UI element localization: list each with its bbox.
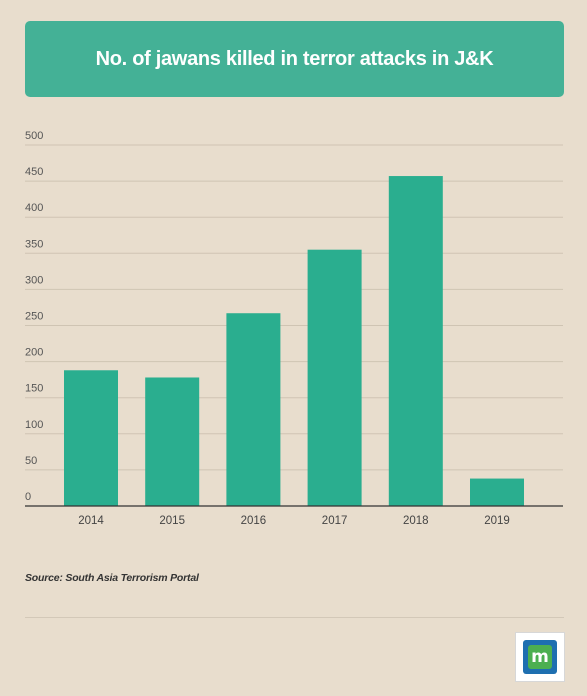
y-tick-label: 150 (25, 383, 43, 395)
source-note: Source: South Asia Terrorism Portal (25, 572, 199, 584)
x-tick-label: 2015 (159, 515, 185, 527)
footer-divider (25, 617, 564, 618)
y-tick-label: 400 (25, 202, 43, 214)
y-tick-label: 50 (25, 455, 37, 467)
y-tick-label: 200 (25, 347, 43, 359)
x-tick-label: 2014 (78, 515, 104, 527)
bar (470, 478, 524, 506)
logo-frame: m (523, 640, 557, 674)
y-tick-label: 500 (25, 130, 43, 142)
bar (388, 176, 443, 506)
title-banner: No. of jawans killed in terror attacks i… (25, 21, 564, 97)
y-tick-label: 250 (25, 311, 43, 323)
logo-glyph: m (531, 647, 549, 667)
bar-chart: 0 50 100 150 200 250 300 350 400 450 500 2014 2015 20… (25, 130, 563, 527)
bar (145, 377, 200, 506)
x-tick-label: 2018 (403, 515, 429, 527)
x-tick-label: 2016 (241, 515, 267, 527)
y-tick-label: 100 (25, 419, 43, 431)
y-tick-label: 0 (25, 491, 31, 503)
chart-title: No. of jawans killed in terror attacks i… (95, 47, 494, 70)
bar (226, 313, 281, 506)
y-tick-label: 450 (25, 166, 43, 178)
x-tick-label: 2017 (322, 515, 348, 527)
y-tick-label: 350 (25, 238, 43, 250)
x-tick-label: 2019 (484, 515, 510, 527)
bar (307, 249, 362, 506)
logo-tile: m (528, 645, 552, 669)
y-tick-label: 300 (25, 274, 43, 286)
m-logo-icon[interactable]: m (515, 632, 565, 682)
bar (64, 370, 118, 506)
